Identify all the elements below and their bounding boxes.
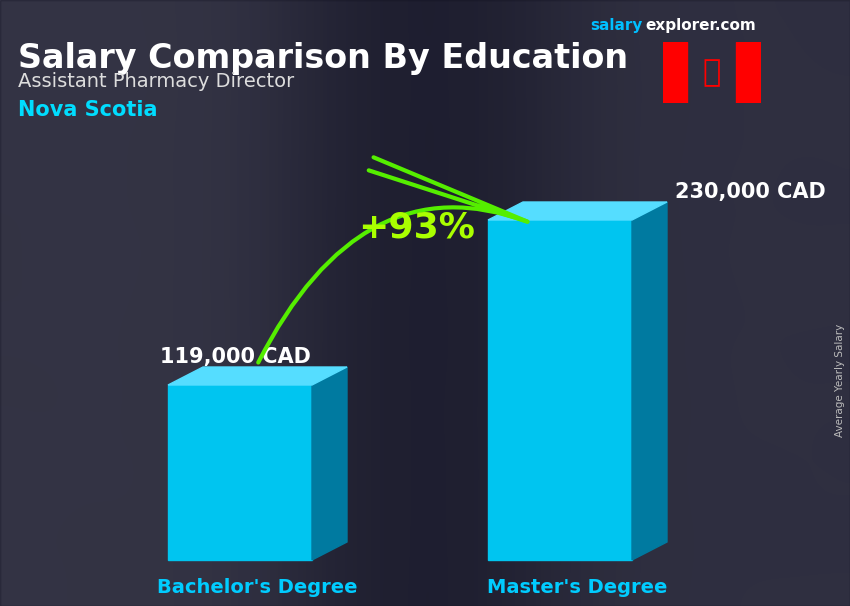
- Polygon shape: [488, 220, 632, 560]
- Text: Assistant Pharmacy Director: Assistant Pharmacy Director: [18, 72, 294, 91]
- Text: salary: salary: [590, 18, 643, 33]
- Text: 230,000 CAD: 230,000 CAD: [675, 182, 825, 202]
- Polygon shape: [312, 367, 347, 560]
- Polygon shape: [488, 202, 667, 220]
- Text: Master's Degree: Master's Degree: [487, 578, 667, 597]
- Polygon shape: [632, 202, 667, 560]
- Bar: [663, 42, 688, 103]
- Polygon shape: [168, 367, 347, 385]
- Text: Average Yearly Salary: Average Yearly Salary: [835, 324, 845, 437]
- Text: 🍁: 🍁: [703, 58, 721, 87]
- Text: +93%: +93%: [359, 210, 475, 244]
- Text: 119,000 CAD: 119,000 CAD: [160, 347, 311, 367]
- Text: Salary Comparison By Education: Salary Comparison By Education: [18, 42, 628, 75]
- Text: Bachelor's Degree: Bachelor's Degree: [156, 578, 357, 597]
- Text: explorer.com: explorer.com: [645, 18, 756, 33]
- Polygon shape: [168, 385, 312, 560]
- Text: Nova Scotia: Nova Scotia: [18, 100, 157, 120]
- Bar: [736, 42, 761, 103]
